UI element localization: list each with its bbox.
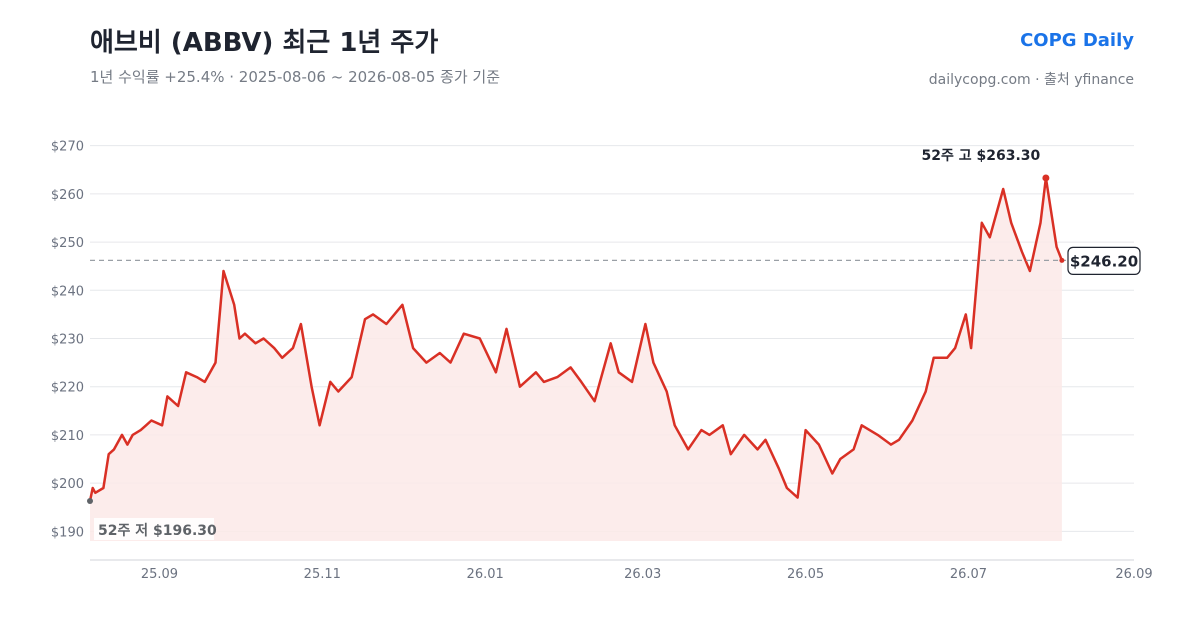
low-label-bg bbox=[94, 518, 214, 540]
y-tick-label: $260 bbox=[51, 188, 84, 203]
x-axis: 25.09 25.11 26.01 26.03 26.05 26.07 26.09 bbox=[90, 559, 1153, 582]
x-tick-label: 26.07 bbox=[950, 567, 987, 582]
low-marker bbox=[87, 497, 93, 504]
y-tick-label: $200 bbox=[51, 477, 84, 492]
y-tick-label: $220 bbox=[51, 381, 84, 396]
price-line bbox=[88, 176, 1064, 503]
page-title: 애브비 (ABBV) 최근 1년 주가 bbox=[90, 28, 439, 58]
last-price-marker bbox=[1059, 257, 1065, 263]
x-tick-label: 26.03 bbox=[624, 567, 661, 582]
x-tick-label: 26.05 bbox=[787, 567, 824, 582]
high-label: 52주 고 $263.30 bbox=[922, 148, 1041, 164]
brand-link[interactable]: COPG Daily bbox=[1020, 30, 1134, 51]
x-tick-label: 26.01 bbox=[467, 567, 504, 582]
y-tick-label: $210 bbox=[51, 429, 84, 444]
area-fill bbox=[90, 177, 1062, 541]
x-tick-label: 26.09 bbox=[1115, 567, 1152, 582]
y-tick-label: $270 bbox=[51, 140, 84, 155]
x-tick-label: 25.09 bbox=[141, 567, 178, 582]
source-credit: dailycopg.com · 출처 yfinance bbox=[928, 72, 1134, 88]
low-label: 52주 저 $196.30 bbox=[98, 523, 217, 539]
y-tick-label: $190 bbox=[51, 525, 84, 540]
x-tick-label: 25.11 bbox=[304, 567, 341, 582]
y-tick-label: $230 bbox=[51, 333, 84, 348]
high-marker bbox=[1042, 174, 1050, 182]
last-price-label: $246.20 bbox=[1070, 252, 1138, 270]
last-price-badge bbox=[1067, 246, 1141, 275]
y-tick-label: $250 bbox=[51, 236, 84, 251]
y-tick-label: $240 bbox=[51, 284, 84, 299]
plot-area bbox=[88, 176, 1064, 541]
y-axis: $190 $200 $210 $220 $230 $240 $250 $260 $270 bbox=[51, 140, 84, 541]
page-subtitle: 1년 수익률 +25.4% · 2025-08-06 ~ 2026-08-05 … bbox=[90, 68, 500, 86]
annotations: $246.20 52주 고 $263.30 52주 저 $196.30 bbox=[87, 148, 1141, 540]
